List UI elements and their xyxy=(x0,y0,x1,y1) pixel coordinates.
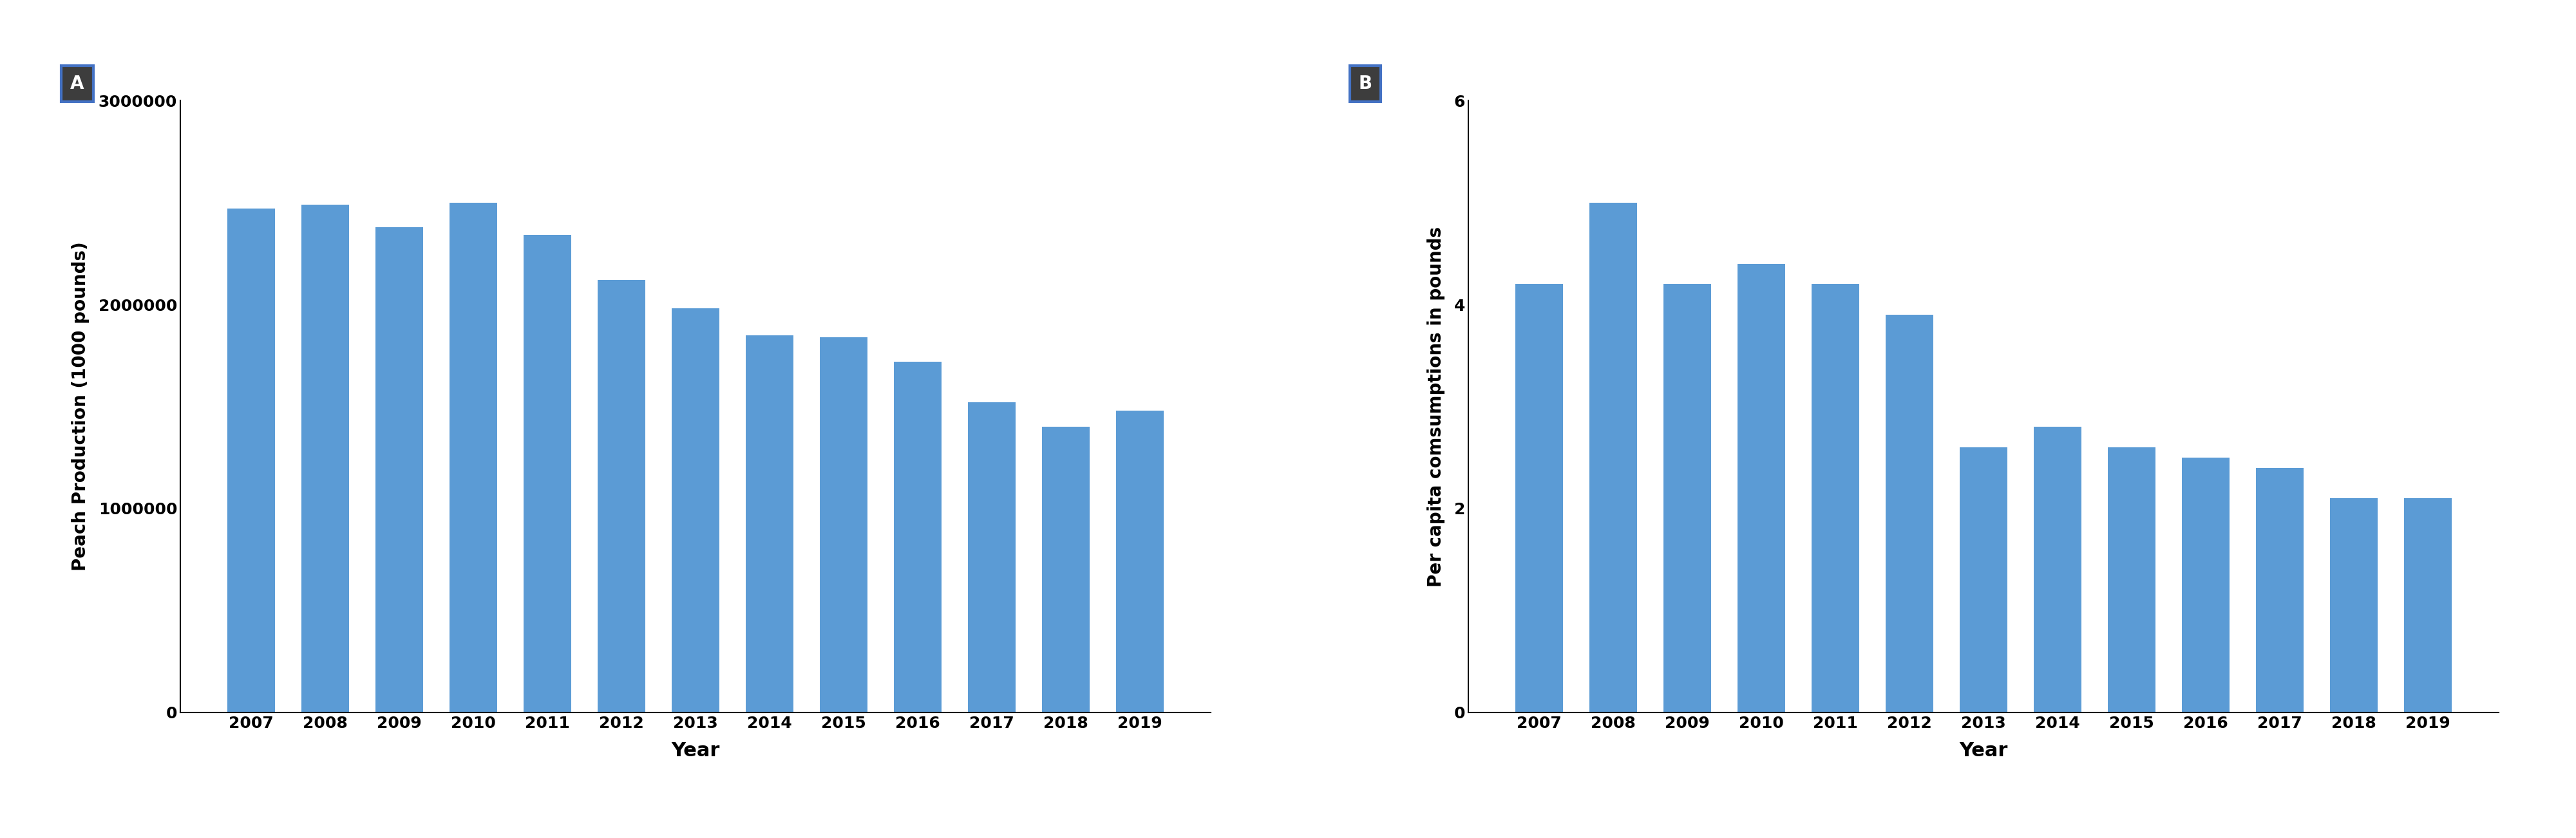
Bar xyxy=(2107,447,2156,712)
Bar xyxy=(227,209,276,712)
Bar xyxy=(894,361,943,712)
Bar xyxy=(1664,284,1710,712)
Bar xyxy=(969,402,1015,712)
Bar xyxy=(1589,203,1638,712)
Bar xyxy=(2329,498,2378,712)
Bar xyxy=(672,308,719,712)
Bar xyxy=(448,203,497,712)
Bar xyxy=(1515,284,1564,712)
Bar xyxy=(2032,427,2081,712)
Text: B: B xyxy=(1358,75,1373,93)
X-axis label: Year: Year xyxy=(1960,742,2007,760)
Bar xyxy=(819,337,868,712)
Bar xyxy=(523,235,572,712)
Bar xyxy=(598,280,647,712)
Bar xyxy=(301,204,350,712)
Bar xyxy=(1115,411,1164,712)
Bar xyxy=(744,335,793,712)
Bar xyxy=(2182,458,2231,712)
Y-axis label: Peach Production (1000 pounds): Peach Production (1000 pounds) xyxy=(72,241,90,572)
Bar xyxy=(2403,498,2452,712)
Bar xyxy=(2257,468,2303,712)
Text: A: A xyxy=(70,75,85,93)
Bar xyxy=(1886,315,1935,712)
Bar xyxy=(376,227,422,712)
Y-axis label: Per capita comsumptions in pounds: Per capita comsumptions in pounds xyxy=(1427,226,1445,587)
Bar xyxy=(1811,284,1860,712)
Bar xyxy=(1960,447,2007,712)
X-axis label: Year: Year xyxy=(672,742,719,760)
Bar xyxy=(1736,264,1785,712)
Bar xyxy=(1041,427,1090,712)
